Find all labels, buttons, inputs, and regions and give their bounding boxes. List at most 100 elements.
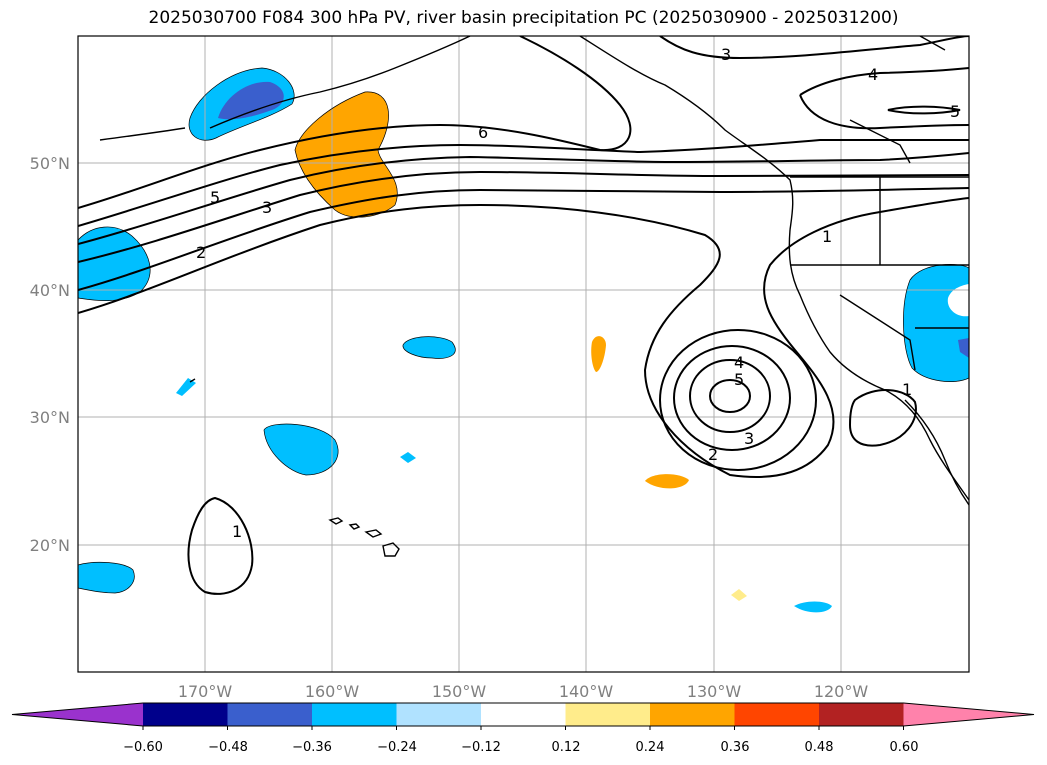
pv-contour-ne-3b [799,94,969,130]
colorbar-segment [227,703,313,726]
negative-shade-california-hole [947,284,969,317]
colorbar-segment [396,703,482,726]
colorbar-tick-label: 0.12 [552,740,581,755]
contour-label: 5 [734,370,744,389]
outline-negative-gulf [188,67,295,141]
negative-shade-central [264,424,339,475]
pv-contour-ne-5 [887,105,961,115]
colorbar-extend-low [12,703,143,726]
contour-label: 2 [196,243,206,262]
colorbar-tick-label: −0.48 [208,740,248,755]
negative-shade-southeast [794,601,832,613]
contour-label: 1 [902,380,912,399]
negative-shade-california-core [958,338,969,358]
positive-shade-east-small [591,336,606,372]
longitude-labels: 170°W 160°W 150°W 140°W 130°W 120°W [178,682,869,701]
lon-label: 170°W [178,682,233,701]
pv-contour-ne-3 [659,36,969,60]
pv-contour-3 [78,170,969,263]
colorbar-tick-label: 0.48 [805,740,834,755]
colorbar-segment [650,703,735,726]
negative-shade-small [176,378,196,396]
lon-label: 140°W [559,682,614,701]
contour-label: 5 [210,188,220,207]
contour-label: 3 [262,198,272,217]
contour-label: 4 [868,65,878,84]
negative-shade-southwest [78,562,135,593]
alaska-peninsula [99,127,186,141]
positive-shade-south [645,474,689,489]
map-frame [77,35,970,673]
pv-contour-6 [78,36,632,209]
positive-shade-mid [295,91,398,218]
lon-label: 150°W [432,682,487,701]
pv-contour-1 [78,197,969,478]
colorbar-segment [819,703,904,726]
lat-label: 20°N [30,536,70,555]
contour-label: 3 [744,429,754,448]
contour-label: 6 [478,123,488,142]
gridlines [78,36,969,672]
contour-label: 4 [734,353,744,372]
hawaii-2 [348,523,361,530]
pv-contour-4 [78,152,969,245]
baja-coast [904,399,969,506]
lon-label: 120°W [814,682,869,701]
outline-negative-west [78,226,151,301]
pv-contour-2 [78,187,969,291]
negative-shade-california [903,264,969,382]
shade-outlines [78,67,969,594]
pv-low-contour-2 [659,329,817,471]
colorbar-tick-label: −0.24 [377,740,417,755]
outline-negative-hawaii-north [402,336,456,359]
colorbar-segment [143,703,228,726]
colorbar-tick-labels: −0.60 −0.48 −0.36 −0.24 −0.12 0.12 0.24 … [123,740,918,755]
colorbar-tick-label: −0.12 [461,740,501,755]
positive-shade-tiny [731,589,747,601]
contour-label: 2 [708,445,718,464]
hawaii-1 [328,517,344,525]
pv-contour-ne-4 [799,67,969,96]
outline-negative-central [263,423,339,476]
state-border-4 [839,294,916,371]
contour-label: 5 [950,102,960,121]
colorbar-tick-label: 0.36 [721,740,750,755]
lon-label: 130°W [687,682,742,701]
shading-layer [78,68,969,613]
colorbar-segment [312,703,397,726]
lat-label: 50°N [30,154,70,173]
negative-shade-gulf-core [218,81,284,120]
westcoast [788,229,969,501]
hawaii-3 [364,529,383,538]
pv-low-contour-4 [689,359,771,433]
colorbar-segment [481,703,566,726]
colorbar-segment [565,703,651,726]
colorbar-segment [734,703,820,726]
map-background [78,36,969,672]
outline-negative-southwest [78,561,135,594]
island-1 [189,378,196,383]
lat-label: 30°N [30,408,70,427]
colorbar-tick-label: −0.36 [292,740,332,755]
pv-contours [78,36,969,595]
contour-label: 1 [822,227,832,246]
alaska-coast [209,36,471,129]
colorbar-tick-label: 0.60 [890,740,919,755]
pv-low-contour-3 [673,345,791,451]
contour-label: 1 [232,522,242,541]
latitude-labels: 50°N 40°N 30°N 20°N [30,154,70,555]
hawaii-4 [382,542,400,557]
colorbar [11,702,1035,730]
pv-contour-south-1 [187,496,254,595]
contour-label-layer: 6 5 3 2 1 4 5 3 2 1 3 4 5 1 [196,45,960,541]
pv-low-contour-5 [709,379,751,413]
colorbar-extend-high [903,703,1034,726]
colorbar-tick-label: −0.60 [123,740,163,755]
pv-contour-ca-1 [848,389,917,447]
contour-label: 3 [721,45,731,64]
outline-negative-california [903,264,969,382]
negative-shade-tiny [400,452,416,463]
lon-label: 160°W [305,682,360,701]
lat-label: 40°N [30,281,70,300]
